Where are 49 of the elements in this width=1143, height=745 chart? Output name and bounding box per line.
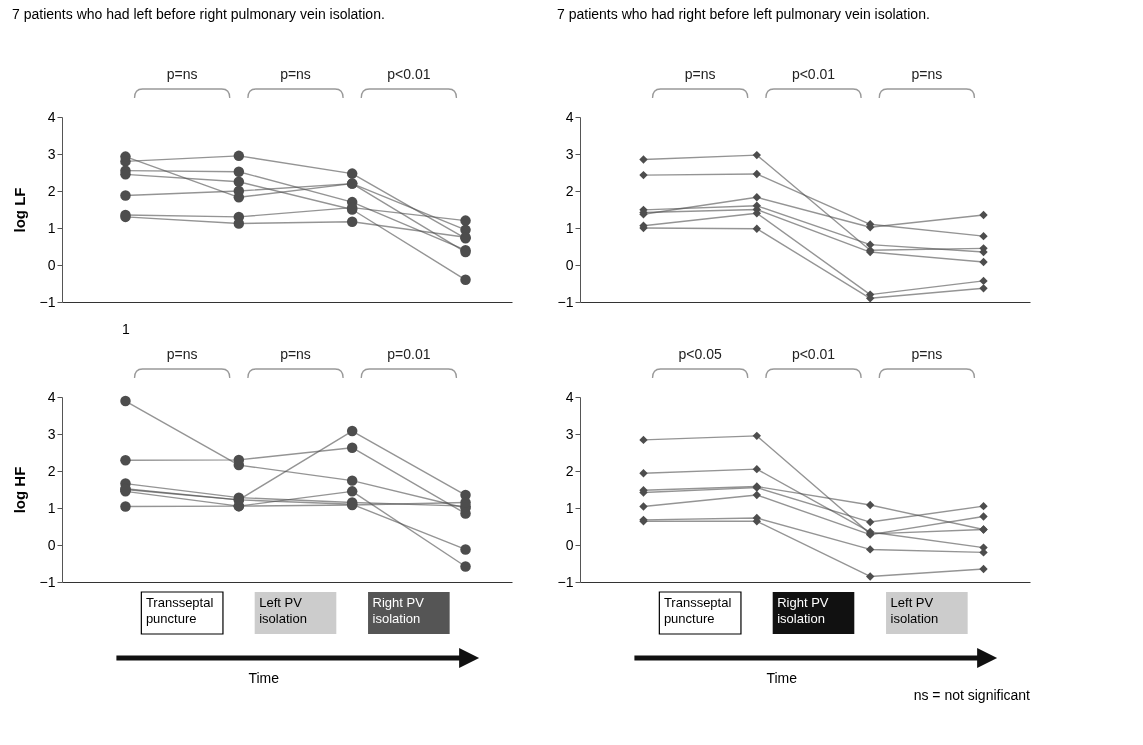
y-tick-label: 0: [47, 536, 56, 553]
text: Left PV isolation: [259, 595, 307, 626]
chart-title: 7 patients who had right before left pulmonary vein isolation.: [557, 6, 930, 22]
y-tick-label: 4: [47, 108, 56, 125]
text: p=ns: [684, 66, 716, 82]
y-tick-label: 4: [565, 388, 574, 405]
x-axis-title: Time: [248, 670, 280, 686]
y-tick-label: 0: [565, 256, 574, 273]
text: p=ns: [280, 66, 311, 82]
chart-title: 7 patients who had left before right pulmonary vein isolation.: [12, 6, 385, 22]
text: ns = not significant: [913, 687, 1031, 703]
y-tick-label: 1: [565, 219, 574, 236]
text: p<0.01: [791, 66, 836, 82]
y-tick-label: 3: [47, 145, 56, 162]
y-axis-title: log LF: [10, 187, 28, 233]
text: p=ns: [911, 66, 943, 82]
y-axis-title: log HF: [10, 466, 28, 514]
y-tick-label: −1: [39, 293, 56, 310]
y-tick-label: 0: [47, 256, 56, 273]
y-tick-label: −1: [39, 573, 56, 590]
text: p=ns: [280, 346, 311, 362]
text: Transseptal puncture: [145, 595, 214, 626]
y-tick-label: 4: [565, 108, 574, 125]
y-tick-label: 1: [47, 499, 56, 516]
y-tick-label: −1: [557, 573, 574, 590]
text: Right PV isolation: [777, 595, 829, 626]
x-axis-title: Time: [766, 670, 798, 686]
text: p=ns: [166, 346, 198, 362]
y-tick-label: −1: [557, 293, 574, 310]
y-tick-label: 4: [47, 388, 56, 405]
y-tick-label: 3: [565, 145, 574, 162]
y-tick-label: 0: [565, 536, 574, 553]
y-tick-label: 2: [565, 462, 574, 479]
y-tick-label: 1: [47, 219, 56, 236]
y-tick-label: 1: [565, 499, 574, 516]
text: p=ns: [166, 66, 198, 82]
y-tick-label: 3: [565, 425, 574, 442]
text: Transseptal puncture: [663, 595, 732, 626]
text: p=ns: [911, 346, 943, 362]
text: p=0.01: [387, 346, 431, 362]
text: p<0.01: [387, 66, 431, 82]
y-tick-label: 2: [47, 182, 56, 199]
y-tick-label: 2: [47, 462, 56, 479]
text: p<0.05: [678, 346, 722, 362]
text: Left PV isolation: [890, 595, 939, 626]
text: p<0.01: [791, 346, 836, 362]
text: Right PV isolation: [372, 595, 425, 626]
y-tick-label: 3: [47, 425, 56, 442]
y-tick-label: 2: [565, 182, 574, 199]
